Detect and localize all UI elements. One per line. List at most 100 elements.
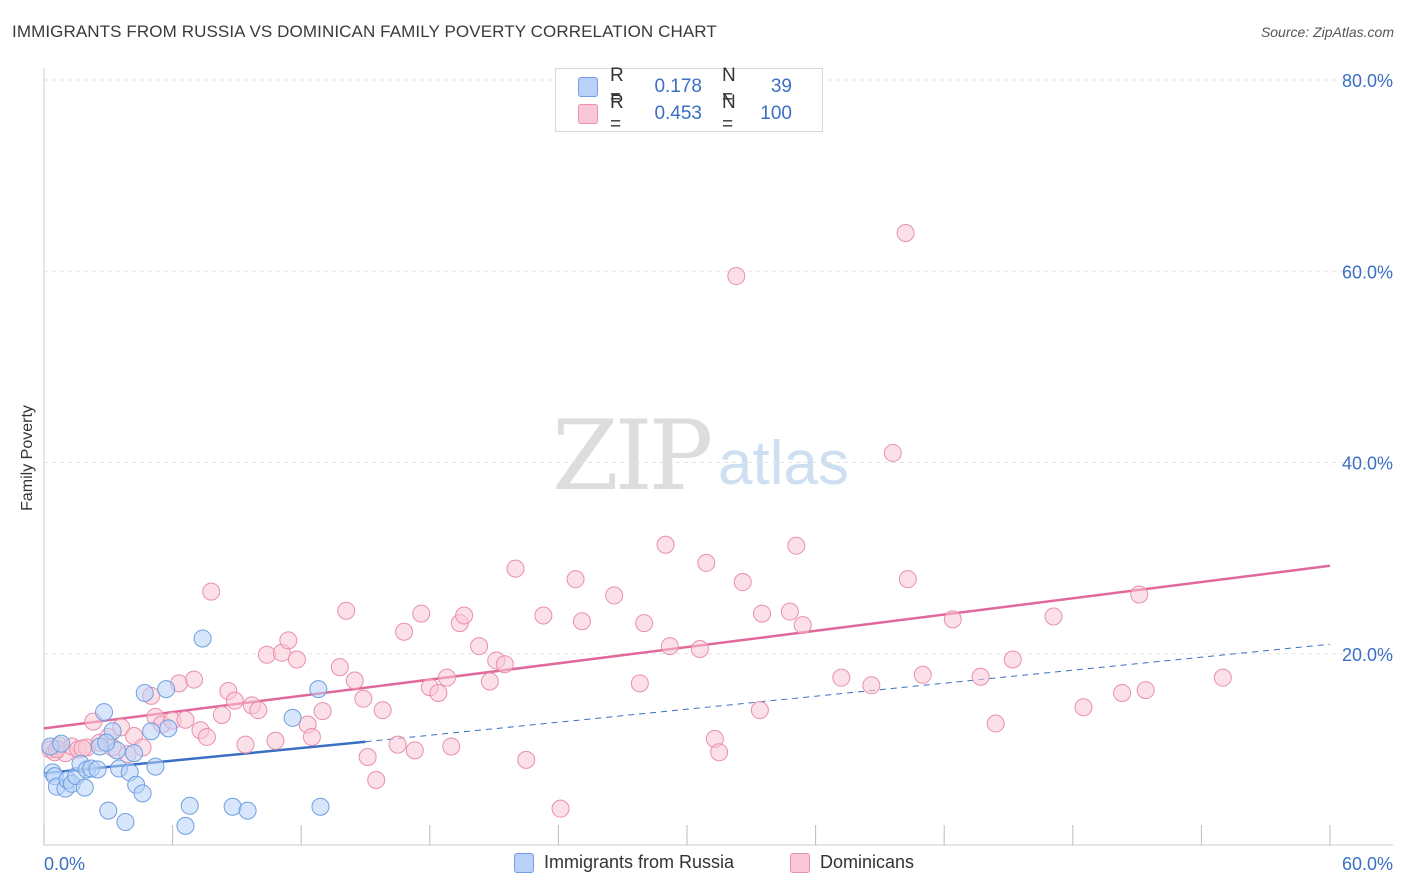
dominican-point (883, 443, 902, 462)
dominican-point (710, 743, 729, 762)
dominican-point (572, 612, 591, 631)
dominican-point (913, 665, 932, 684)
dominican-point (656, 535, 675, 554)
dominican-point (630, 674, 649, 693)
y-tick-label: 20.0% (1342, 645, 1393, 665)
dominican-point (1113, 683, 1132, 702)
dominican-point (197, 727, 216, 746)
russia-point (142, 722, 161, 741)
dominican-point (429, 683, 448, 702)
n-value: 39 (770, 76, 792, 97)
dominican-point (313, 702, 332, 721)
n-value: 100 (760, 103, 792, 124)
russia-swatch (578, 77, 598, 97)
r-label: R = (610, 92, 624, 135)
dominican-point (395, 622, 414, 641)
russia-point (133, 784, 152, 803)
n-label: N = (722, 65, 736, 108)
dominican-point (225, 691, 244, 710)
chart-title: IMMIGRANTS FROM RUSSIA VS DOMINICAN FAMI… (12, 22, 717, 41)
dominican-point (753, 604, 772, 623)
russia-point (193, 629, 212, 648)
dominican-point (943, 610, 962, 629)
dominican-point (1213, 668, 1232, 687)
russia-point (52, 734, 71, 753)
dominican-point (405, 741, 424, 760)
dominican-legend-label: Dominicans (820, 852, 915, 872)
y-tick-label: 40.0% (1342, 454, 1393, 474)
dominican-point (832, 668, 851, 687)
dominican-point (697, 553, 716, 572)
dominican-point (367, 770, 386, 789)
russia-legend-label: Immigrants from Russia (544, 852, 735, 872)
dominican-point (1130, 585, 1149, 604)
russia-point (88, 760, 107, 779)
dominican-point (212, 705, 231, 724)
dominican-point (1136, 681, 1155, 700)
dominican-point (896, 224, 915, 242)
watermark-zip: ZIP (552, 400, 713, 512)
dominican-point (358, 748, 377, 767)
russia-point (223, 797, 242, 816)
dominican-point (750, 701, 769, 720)
dominican-point (354, 689, 373, 708)
russia-point (309, 680, 328, 699)
x-tick-label-max: 60.0% (1342, 854, 1393, 874)
dominican-point (780, 602, 799, 621)
dominican-point (302, 727, 321, 746)
r-label: R = (610, 65, 624, 108)
russia-point (75, 778, 94, 797)
russia-point (99, 801, 118, 820)
dominican-point (1074, 698, 1093, 717)
dominican-point (793, 616, 812, 635)
dominican-point (279, 631, 298, 650)
dominican-point (1044, 607, 1063, 626)
dominican-legend-swatch (790, 852, 810, 873)
russia-point (180, 796, 199, 815)
dominican-point (373, 701, 392, 720)
dominican-point (733, 573, 752, 592)
russia-legend-swatch (514, 852, 534, 873)
dominican-point (787, 536, 806, 555)
dominican-point (388, 735, 407, 754)
dominican-point (412, 604, 431, 623)
dominican-point (566, 570, 585, 589)
russia-trend-extension (365, 643, 1331, 743)
russia-point (135, 683, 154, 702)
y-tick-label: 60.0% (1342, 262, 1393, 282)
dominican-point (337, 601, 356, 620)
dominican-point (257, 645, 276, 664)
dominican-point (455, 606, 474, 625)
dominican-point (287, 650, 306, 669)
tick-labels: 20.0% 40.0% 60.0% 80.0% 0.0% 60.0% (44, 71, 1393, 874)
dominican-point (605, 586, 624, 605)
dominican-point (534, 606, 553, 625)
dominican-point (971, 667, 990, 686)
axes (43, 68, 1393, 846)
dominican-point (249, 701, 268, 720)
legend-row-dominican: R = 0.453 N = 100 (578, 92, 792, 135)
dominican-point (470, 637, 489, 656)
dominican-point (345, 671, 364, 690)
russia-point (311, 797, 330, 816)
russia-point (238, 801, 257, 820)
bottom-legend-russia: Immigrants from Russia (514, 852, 734, 873)
dominican-point (185, 670, 204, 689)
dominican-point (437, 668, 456, 687)
dominican-point (495, 655, 514, 674)
dominican-point (442, 737, 461, 756)
dominican-point (727, 267, 746, 286)
russia-point (116, 813, 135, 832)
dominican-point (266, 731, 285, 750)
dominican-point (176, 710, 195, 729)
dominican-point (660, 637, 679, 656)
bottom-legend-dominican: Dominicans (790, 852, 914, 873)
russia-point (159, 719, 178, 738)
russia-point (176, 816, 195, 835)
dominican-point (862, 676, 881, 695)
y-tick-label: 80.0% (1342, 71, 1393, 91)
dominican-point (898, 570, 917, 589)
n-label: N = (722, 92, 736, 135)
r-value: 0.178 (654, 76, 702, 97)
dominican-point (506, 559, 525, 578)
